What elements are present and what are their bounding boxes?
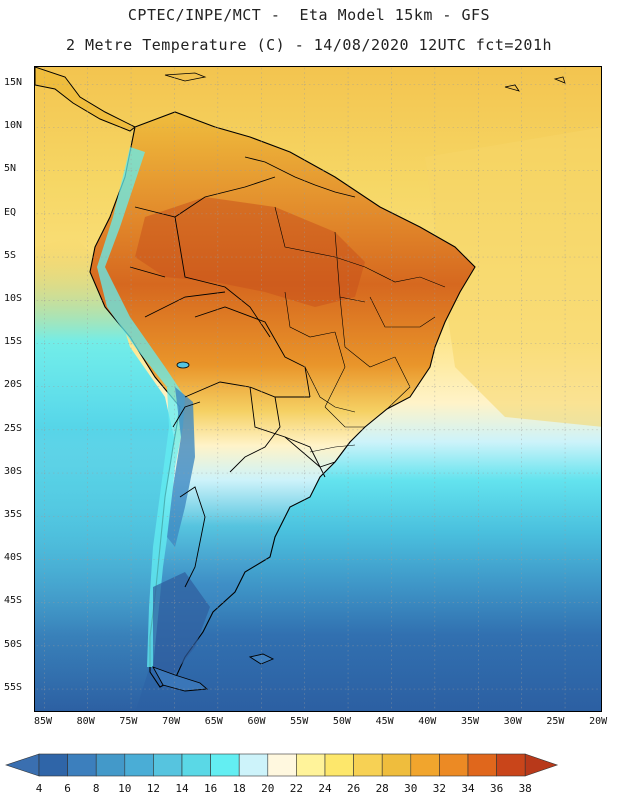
lat-label-eq: EQ <box>4 206 17 218</box>
lat-label-40s: 40S <box>4 552 23 564</box>
colorbar-swatch <box>267 753 297 777</box>
colorbar-swatch <box>67 753 97 777</box>
colorbar-tick-label: 34 <box>461 782 475 795</box>
lon-label-80w: 80W <box>76 716 95 727</box>
lat-label-35s: 35S <box>4 509 23 520</box>
lat-label-15s: 15S <box>4 336 23 348</box>
lon-label-45w: 45W <box>375 716 394 727</box>
colorbar-swatch <box>439 753 469 777</box>
colorbar-tick-label: 26 <box>346 782 361 795</box>
lon-label-50w: 50W <box>332 716 351 727</box>
map-panel <box>34 66 602 712</box>
colorbar-tick-label: 30 <box>404 782 418 795</box>
colorbar-tick-label: 36 <box>489 782 504 795</box>
colorbar-swatch <box>296 753 326 777</box>
colorbar-tick-label: 6 <box>64 782 71 795</box>
colorbar-tick-label: 8 <box>92 782 100 795</box>
colorbar-tick-label: 10 <box>118 782 132 795</box>
lat-label-10n: 10N <box>4 120 23 132</box>
lon-label-75w: 75W <box>119 716 138 727</box>
lat-label-45s: 45S <box>4 595 23 607</box>
lon-label-60w: 60W <box>247 716 266 727</box>
colorbar-swatch <box>95 753 126 777</box>
lat-label-20s: 20S <box>4 379 23 391</box>
lon-label-25w: 25W <box>546 716 565 727</box>
temperature-map <box>35 67 601 711</box>
colorbar-swatch <box>353 753 383 777</box>
colorbar-over-arrow <box>524 753 559 777</box>
colorbar-swatch <box>496 753 526 777</box>
lat-label-5n: 5N <box>4 163 17 175</box>
colorbar-tick-label: 38 <box>518 782 532 795</box>
colorbar-tick-label: 28 <box>375 782 389 795</box>
lon-label-40w: 40W <box>418 716 437 727</box>
colorbar-swatch <box>381 753 412 777</box>
lon-label-20w: 20W <box>589 716 608 727</box>
colorbar-swatch <box>410 753 440 777</box>
lat-label-25s: 25S <box>4 422 23 434</box>
lat-label-55s: 55S <box>4 681 23 693</box>
colorbar-tick-label: 24 <box>318 782 332 795</box>
lon-label-35w: 35W <box>460 716 480 727</box>
lon-label-85w: 85W <box>33 716 53 727</box>
colorbar-tick-label: 32 <box>432 782 447 795</box>
lat-label-30s: 30S <box>4 465 23 477</box>
map-title: CPTEC/INPE/MCT - Eta Model 15km - GFS <box>127 6 491 24</box>
lat-label-10s: 10S <box>4 293 23 304</box>
colorbar-swatch <box>467 753 497 777</box>
colorbar-swatch <box>124 753 154 777</box>
lat-label-15n: 15N <box>4 77 23 88</box>
colorbar-swatch <box>324 753 354 777</box>
lon-label-70w: 70W <box>162 716 181 727</box>
colorbar-tick-label: 20 <box>261 782 275 795</box>
colorbar-under-arrow <box>5 753 40 777</box>
lat-label-5s: 5S <box>4 249 17 261</box>
colorbar-tick-label: 18 <box>232 782 246 795</box>
lon-label-65w: 65W <box>204 716 223 727</box>
colorbar-graphic <box>5 753 559 777</box>
colorbar-swatch <box>210 753 240 777</box>
colorbar-swatch <box>153 753 183 777</box>
colorbar-tick-label: 12 <box>146 782 161 795</box>
map-subtitle: 2 Metre Temperature (C) - 14/08/2020 12U… <box>65 36 553 54</box>
lon-label-30w: 30W <box>503 716 522 727</box>
colorbar-tick-label: 22 <box>289 782 304 795</box>
colorbar-swatch <box>181 753 211 777</box>
lat-label-50s: 50S <box>4 638 23 650</box>
colorbar-tick-label: 14 <box>175 782 189 795</box>
colorbar-swatch <box>38 753 68 777</box>
colorbar-tick-label: 4 <box>35 782 43 795</box>
colorbar-swatch <box>238 753 269 777</box>
colorbar-tick-label: 16 <box>203 782 218 795</box>
graticule <box>35 67 601 711</box>
lon-label-55w: 55W <box>290 716 309 727</box>
